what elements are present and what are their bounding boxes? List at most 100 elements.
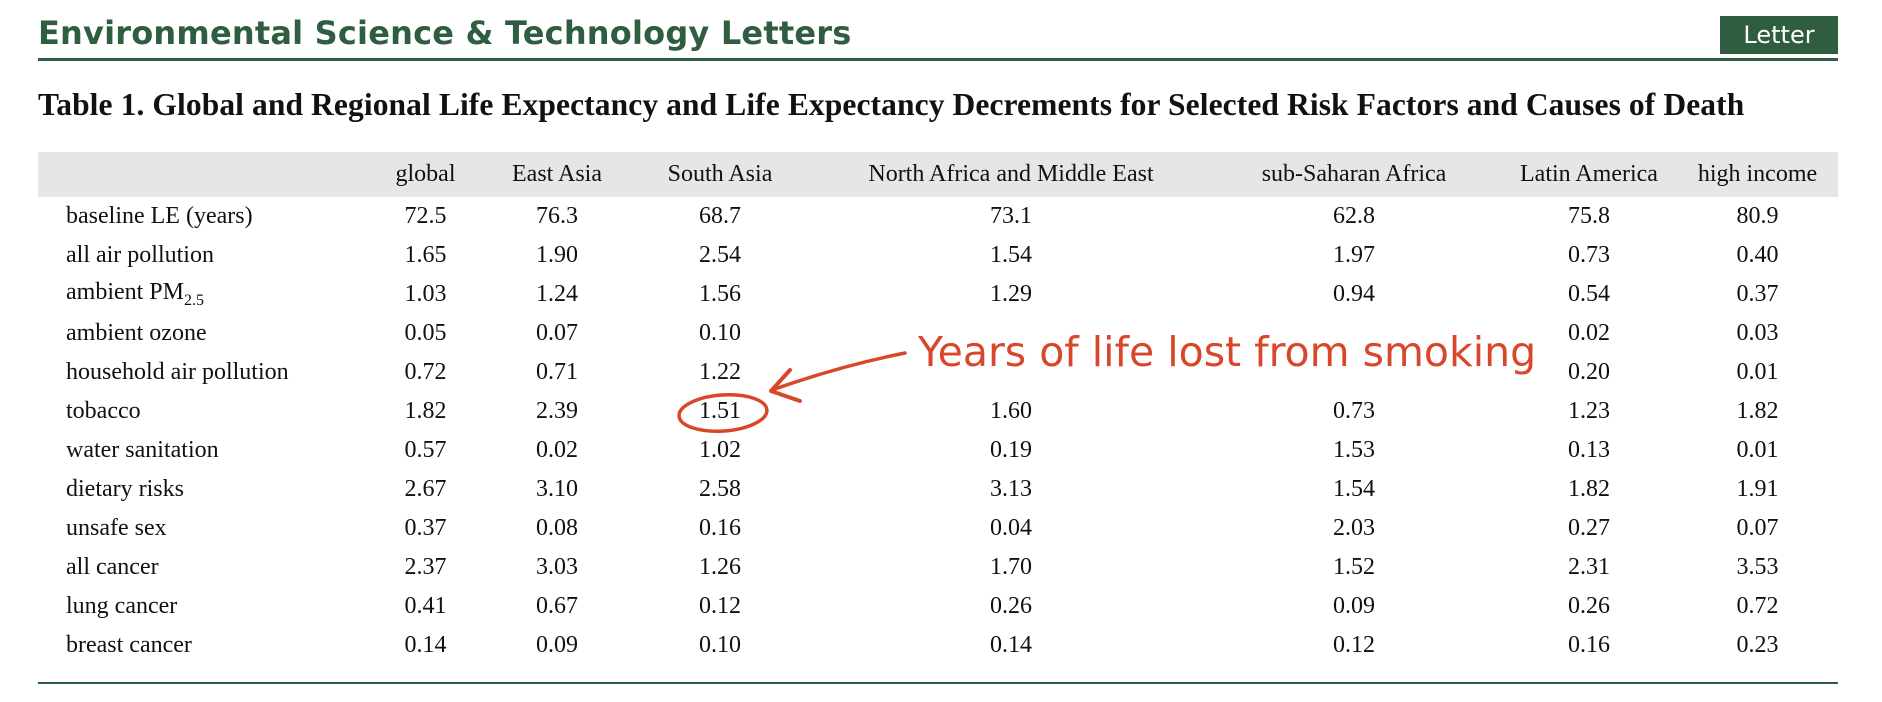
table-row: dietary risks 2.67 3.10 2.58 3.13 1.54 1.82 1.9… <box>38 470 1838 509</box>
table-cell: 0.23 <box>1736 632 1779 658</box>
table-cell: 0.71 <box>536 359 578 385</box>
table-cell: 3.13 <box>990 476 1032 502</box>
doc-type-badge: Letter <box>1720 16 1838 54</box>
table-row: lung cancer 0.41 0.67 0.12 0.26 0.09 0.26 0.72 <box>38 587 1838 626</box>
table-row: tobacco 1.82 2.39 1.51 1.60 0.73 1.23 1.82 <box>38 392 1838 431</box>
annotation-text: Years of life lost from smoking <box>918 328 1537 376</box>
table-cell: 0.09 <box>1333 593 1375 619</box>
table-cell: 0.14 <box>990 632 1032 658</box>
table-cell: 1.82 <box>1568 476 1610 502</box>
table-cell: 1.97 <box>1333 242 1375 268</box>
row-label: unsafe sex <box>38 509 362 548</box>
table-cell: 0.01 <box>1736 359 1779 385</box>
table-row: all cancer 2.37 3.03 1.26 1.70 1.52 2.31 3.53 <box>38 548 1838 587</box>
table-cell: 1.60 <box>990 398 1032 424</box>
table-cell: 75.8 <box>1568 203 1610 229</box>
row-label-text: baseline LE (years) <box>66 203 253 229</box>
table-cell: 0.57 <box>404 437 447 463</box>
table-cell: 1.53 <box>1333 437 1375 463</box>
row-label-text: tobacco <box>66 398 141 424</box>
row-label-text: dietary risks <box>66 476 184 502</box>
table-cell: 0.12 <box>1333 632 1375 658</box>
table-cell: 1.29 <box>990 281 1032 307</box>
row-label: all air pollution <box>38 236 362 275</box>
table-cell: 2.39 <box>536 398 578 424</box>
row-label: household air pollution <box>38 353 362 392</box>
table-cell: 1.23 <box>1568 398 1610 424</box>
row-label-text: ambient PM <box>66 279 184 306</box>
table-cell: 0.07 <box>536 320 578 346</box>
life-expectancy-table: global East Asia South Asia North Africa an… <box>38 152 1838 665</box>
table-cell: 1.70 <box>990 554 1032 580</box>
row-label: water sanitation <box>38 431 362 470</box>
table-cell: 0.72 <box>1736 593 1779 619</box>
table-cell: 73.1 <box>990 203 1032 229</box>
table-cell: 0.40 <box>1736 242 1779 268</box>
table-cell: 62.8 <box>1333 203 1375 229</box>
table-cell: 0.67 <box>536 593 578 619</box>
table-cell: 2.58 <box>699 476 741 502</box>
row-label: baseline LE (years) <box>38 197 362 236</box>
table-cell: 0.04 <box>990 515 1032 541</box>
table-cell: 2.67 <box>404 476 447 502</box>
table-cell: 0.14 <box>404 632 447 658</box>
table-cell: 1.54 <box>1333 476 1375 502</box>
table-cell: 0.37 <box>404 515 447 541</box>
table-cell: 0.37 <box>1736 281 1779 307</box>
row-label: ambient PM2.5 <box>38 275 362 314</box>
row-label-text: lung cancer <box>66 593 178 619</box>
row-label-text: breast cancer <box>66 632 192 658</box>
row-label: tobacco <box>38 392 362 431</box>
column-header-blank <box>38 152 362 197</box>
table-cell: 72.5 <box>404 203 447 229</box>
table-cell: 0.26 <box>1568 593 1610 619</box>
column-header: high income <box>1677 152 1838 197</box>
table-cell: 0.03 <box>1736 320 1779 346</box>
table-cell: 0.16 <box>1568 632 1610 658</box>
table-cell: 0.13 <box>1568 437 1610 463</box>
table-cell: 0.19 <box>990 437 1032 463</box>
bottom-rule <box>38 682 1838 684</box>
table-cell: 80.9 <box>1736 203 1779 229</box>
table-cell: 3.53 <box>1736 554 1779 580</box>
table-cell: 0.94 <box>1333 281 1375 307</box>
row-label: lung cancer <box>38 587 362 626</box>
table-cell: 0.73 <box>1333 398 1375 424</box>
table-cell: 1.02 <box>699 437 741 463</box>
table-row: water sanitation 0.57 0.02 1.02 0.19 1.53 0.13… <box>38 431 1838 470</box>
table-cell: 2.54 <box>699 242 741 268</box>
column-header: North Africa and Middle East <box>815 152 1207 197</box>
table-cell: 1.22 <box>699 359 741 385</box>
table-cell: 0.02 <box>536 437 578 463</box>
table-cell: 1.90 <box>536 242 578 268</box>
column-header: South Asia <box>625 152 815 197</box>
table-cell: 1.82 <box>1736 398 1779 424</box>
row-label-text: household air pollution <box>66 359 289 385</box>
table-cell: 0.12 <box>699 593 741 619</box>
table-cell: 0.09 <box>536 632 578 658</box>
table-cell: 76.3 <box>536 203 578 229</box>
table-cell: 0.10 <box>699 320 741 346</box>
table-row: unsafe sex 0.37 0.08 0.16 0.04 2.03 0.27 0.07 <box>38 509 1838 548</box>
row-label: dietary risks <box>38 470 362 509</box>
table-header-row: global East Asia South Asia North Africa an… <box>38 152 1838 197</box>
table-cell: 0.10 <box>699 632 741 658</box>
table-cell: 0.08 <box>536 515 578 541</box>
row-label: breast cancer <box>38 626 362 665</box>
table-body: baseline LE (years) 72.5 76.3 68.7 73.1 62.8 7… <box>38 197 1838 665</box>
table-row: ambient ozone 0.05 0.07 0.10 0.02 0.03 <box>38 314 1838 353</box>
row-label: ambient ozone <box>38 314 362 353</box>
table-cell: 0.72 <box>404 359 447 385</box>
column-header: sub-Saharan Africa <box>1207 152 1501 197</box>
table-cell: 1.65 <box>404 242 447 268</box>
column-header: Latin America <box>1501 152 1677 197</box>
table-cell: 0.73 <box>1568 242 1610 268</box>
table-cell: 2.03 <box>1333 515 1375 541</box>
table-cell: 0.07 <box>1736 515 1779 541</box>
table-cell: 0.54 <box>1568 281 1610 307</box>
table-caption: Table 1. Global and Regional Life Expect… <box>38 87 1745 122</box>
table-cell: 1.24 <box>536 281 578 307</box>
column-header: global <box>362 152 489 197</box>
table-cell: 2.37 <box>404 554 447 580</box>
row-label-text: water sanitation <box>66 437 219 463</box>
